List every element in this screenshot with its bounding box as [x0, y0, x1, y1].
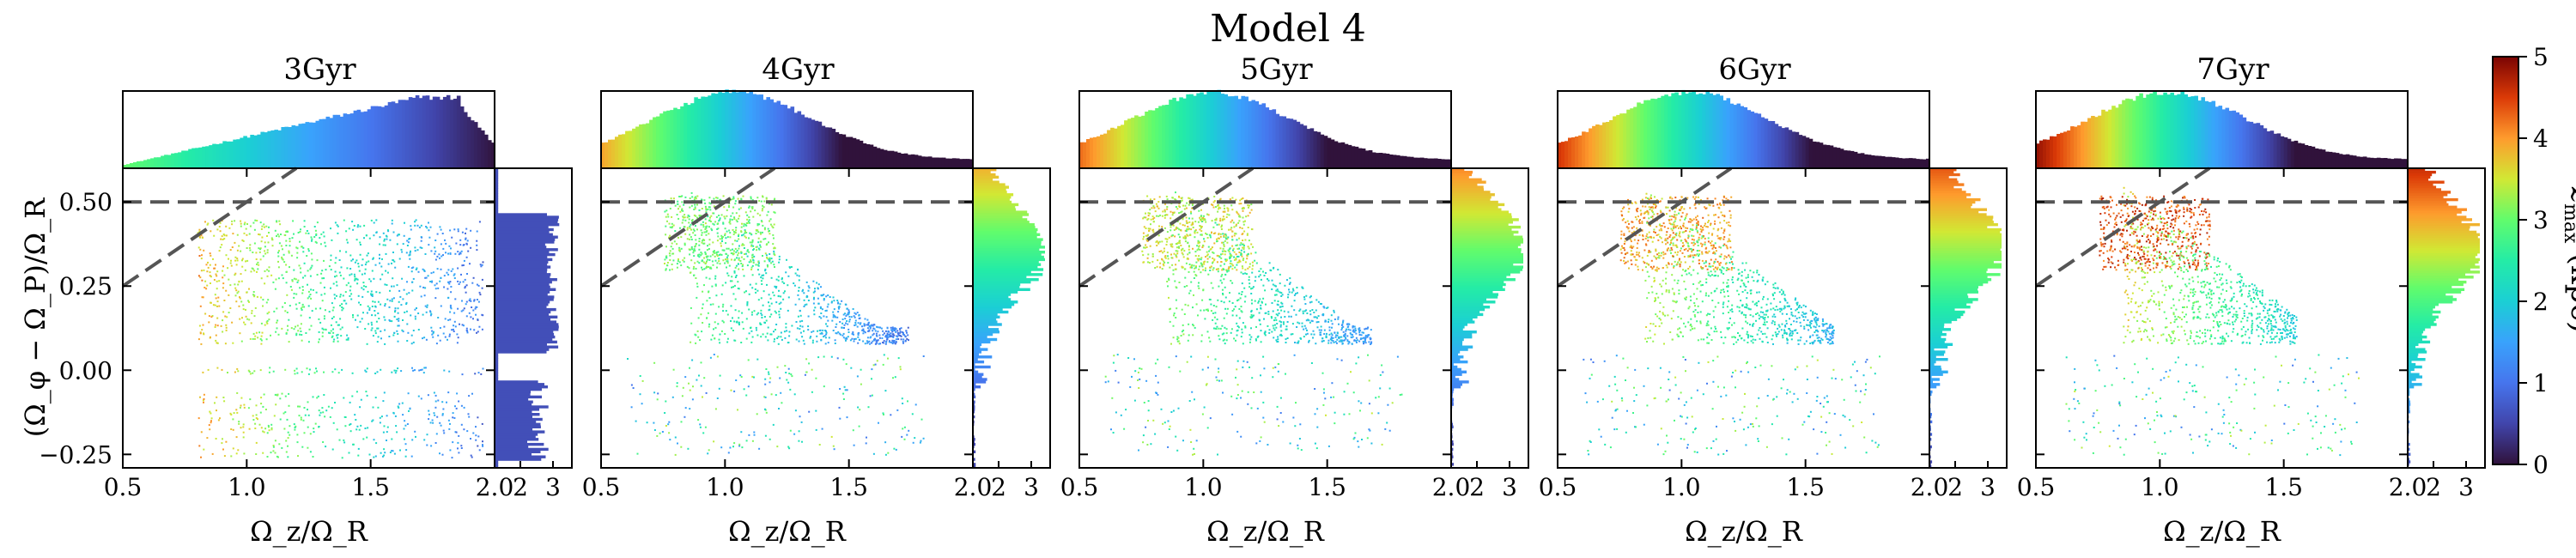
panel-title: 7Gyr — [2196, 52, 2269, 87]
panel-3gyr: 0.5 1.0 1.5 2.0 0.50 0.25 0.00 −0.25 2 3 3Gyr Ω_z/Ω… — [39, 52, 573, 548]
right-hist-tick-label: 3 — [1502, 473, 1517, 501]
x-tick-label: 1.0 — [2141, 473, 2179, 501]
scatter-points — [2065, 186, 2360, 457]
panel-title: 5Gyr — [1240, 52, 1313, 87]
panel-title: 4Gyr — [762, 52, 835, 87]
scatter-frame — [1557, 167, 1930, 469]
colorbar-tick-label: 3 — [2533, 206, 2549, 234]
x-tick-label: 0.5 — [582, 473, 621, 501]
top-histogram — [1558, 89, 1930, 168]
panel-5gyr: 0.5 1.0 1.5 2.02 3 5Gyr Ω_z/Ω_R — [1060, 52, 1529, 548]
right-hist-tick-label: 3 — [2458, 473, 2474, 501]
right-histogram — [2408, 168, 2480, 469]
scatter-frame — [2035, 167, 2409, 469]
panel-6gyr: 0.5 1.0 1.5 2.02 3 6Gyr Ω_z/Ω_R — [1539, 52, 2008, 548]
right-hist-tick-label: 2 — [1469, 473, 1485, 501]
right-hist-tick-label: 2 — [1947, 473, 1963, 501]
figure-title: Model 4 — [1210, 7, 1366, 51]
right-histogram — [973, 168, 1045, 469]
x-axis-label: Ω_z/Ω_R — [250, 515, 368, 548]
x-tick-label: 1.0 — [706, 473, 744, 501]
x-tick-label: 2.0 — [1911, 473, 1949, 501]
reference-line-2 — [1078, 167, 1255, 288]
right-hist-tick-label: 2 — [2426, 473, 2441, 501]
right-hist-tick-label: 2 — [991, 473, 1006, 501]
x-tick-label: 1.5 — [829, 473, 868, 501]
y-tick-label: 0.00 — [59, 356, 112, 385]
x-tick-label: 2.0 — [954, 473, 993, 501]
x-tick-label: 1.5 — [1308, 473, 1346, 501]
colorbar-tick-label: 5 — [2533, 43, 2549, 71]
x-axis-label: Ω_z/Ω_R — [1685, 515, 1803, 548]
right-hist-tick-label: 3 — [545, 473, 561, 501]
colorbar-tick-label: 0 — [2533, 451, 2549, 479]
right-hist-tick-label: 3 — [1024, 473, 1039, 501]
scatter-points — [197, 219, 484, 459]
colorbar-label: zmax (kpc) — [2560, 186, 2576, 333]
panel-7gyr: 0.5 1.0 1.5 2.02 3 7Gyr Ω_z/Ω_R — [2017, 52, 2486, 548]
x-tick-label: 1.5 — [1786, 473, 1825, 501]
top-histogram — [2036, 91, 2409, 168]
scatter-points — [1583, 192, 1880, 456]
colorbar-tick-label: 1 — [2533, 369, 2549, 397]
x-tick-label: 1.5 — [351, 473, 390, 501]
right-hist-tick-label: 3 — [1980, 473, 1996, 501]
y-axis-label: (Ω_φ − Ω_P)/Ω_R — [19, 197, 52, 437]
x-tick-label: 1.0 — [228, 473, 266, 501]
scatter-points — [627, 191, 925, 456]
scatter-points — [1104, 191, 1403, 456]
reference-line-2 — [1556, 167, 1733, 288]
x-tick-label: 1.0 — [1184, 473, 1223, 501]
reference-line-2 — [2034, 167, 2211, 288]
x-axis-label: Ω_z/Ω_R — [1206, 515, 1325, 548]
right-histogram — [1929, 168, 2002, 469]
right-hist-tick-label: 2 — [513, 473, 528, 501]
colorbar-gradient — [2492, 56, 2519, 465]
y-tick-label: −0.25 — [39, 440, 112, 469]
colorbar: zmax (kpc) 0 1 2 3 4 5 — [2492, 43, 2576, 479]
panel-title: 3Gyr — [283, 52, 356, 87]
x-axis-label: Ω_z/Ω_R — [728, 515, 847, 548]
x-tick-label: 0.5 — [2017, 473, 2056, 501]
x-tick-label: 1.0 — [1662, 473, 1701, 501]
scatter-frame — [122, 167, 495, 469]
scatter-frame — [1078, 167, 1452, 469]
y-tick-label: 0.50 — [59, 188, 112, 216]
x-tick-label: 2.0 — [476, 473, 514, 501]
top-histogram — [1079, 89, 1452, 168]
x-tick-label: 2.0 — [2389, 473, 2427, 501]
x-axis-label: Ω_z/Ω_R — [2163, 515, 2281, 548]
x-tick-label: 0.5 — [104, 473, 143, 501]
colorbar-tick-label: 2 — [2533, 288, 2549, 316]
colorbar-tick-label: 4 — [2533, 124, 2549, 153]
x-tick-label: 2.0 — [1432, 473, 1471, 501]
right-histogram — [495, 168, 560, 469]
reference-line-2 — [599, 167, 776, 288]
x-tick-label: 1.5 — [2264, 473, 2303, 501]
panel-4gyr: 0.5 1.0 1.5 2.02 3 4Gyr Ω_z/Ω_R — [582, 52, 1051, 548]
x-tick-label: 0.5 — [1060, 473, 1099, 501]
x-tick-label: 0.5 — [1539, 473, 1577, 501]
panels: 0.5 1.0 1.5 2.00.500.250.00−0.252 33GyrΩ_z/Ω… — [19, 52, 2486, 548]
reference-line-2 — [121, 167, 298, 288]
top-histogram — [601, 89, 974, 168]
right-histogram — [1451, 168, 1523, 469]
y-tick-label: 0.25 — [59, 272, 112, 300]
panel-title: 6Gyr — [1718, 52, 1791, 87]
top-histogram — [123, 94, 495, 168]
scatter-frame — [600, 167, 974, 469]
